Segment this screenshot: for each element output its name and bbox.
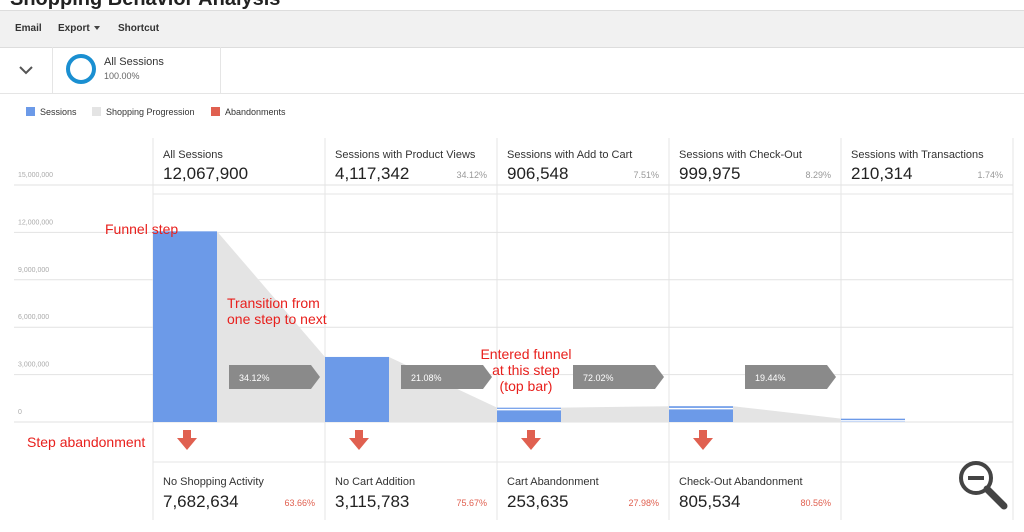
abandonment-label: Check-Out Abandonment bbox=[679, 476, 803, 488]
abandonment-arrow-icon bbox=[521, 430, 541, 450]
annotation-transition: Transition from one step to next bbox=[227, 295, 327, 327]
step-header-2: Sessions with Add to Cart 906,548 7.51% bbox=[497, 138, 669, 194]
transition-label: 19.44% bbox=[755, 373, 786, 383]
abandonment-percent: 63.66% bbox=[284, 498, 315, 508]
y-tick-label: 12,000,000 bbox=[18, 219, 53, 226]
title-strip: Shopping Behavior Analysis bbox=[0, 0, 1024, 10]
divider bbox=[220, 47, 221, 93]
step-value: 12,067,900 bbox=[163, 164, 249, 183]
segment-name[interactable]: All Sessions bbox=[104, 56, 164, 68]
step-label: Sessions with Product Views bbox=[335, 149, 476, 161]
abandonment-box-1[interactable]: No Cart Addition 3,115,783 75.67% bbox=[325, 462, 497, 520]
annotation-line: Entered funnel bbox=[480, 346, 572, 362]
abandonment-label: No Cart Addition bbox=[335, 476, 416, 488]
annotation-line: (top bar) bbox=[499, 378, 553, 394]
step-header-3: Sessions with Check-Out 999,975 8.29% bbox=[669, 138, 841, 194]
step-label: All Sessions bbox=[163, 149, 223, 161]
bar-sessions bbox=[669, 406, 733, 422]
legend-swatch bbox=[211, 107, 220, 116]
funnel-chart: 15,000,000 12,000,000 9,000,000 6,000,000 3,… bbox=[0, 130, 1024, 532]
transition-arrow bbox=[229, 365, 320, 389]
step-percent: 7.51% bbox=[633, 170, 659, 180]
abandonment-percent: 27.98% bbox=[628, 498, 659, 508]
segment-toggle-button[interactable] bbox=[10, 59, 42, 81]
step-percent: 1.74% bbox=[977, 170, 1003, 180]
bar-sessions bbox=[497, 407, 561, 422]
funnel-chart-svg: 15,000,000 12,000,000 9,000,000 6,000,000 3,… bbox=[14, 138, 1014, 520]
y-tick-label: 3,000,000 bbox=[18, 362, 49, 369]
abandonment-label: Cart Abandonment bbox=[507, 476, 599, 488]
transition-label: 72.02% bbox=[583, 373, 614, 383]
abandonment-box-0[interactable]: No Shopping Activity 7,682,634 63.66% bbox=[153, 462, 325, 520]
chevron-down-icon bbox=[93, 26, 100, 31]
legend-swatch bbox=[26, 107, 35, 116]
abandonment-percent: 75.67% bbox=[456, 498, 487, 508]
email-button[interactable]: Email bbox=[15, 23, 42, 34]
export-label: Export bbox=[58, 23, 90, 34]
y-tick-label: 6,000,000 bbox=[18, 314, 49, 321]
abandonment-arrow-icon bbox=[693, 430, 713, 450]
abandonment-label: No Shopping Activity bbox=[163, 476, 264, 488]
bar-sessions bbox=[153, 231, 217, 422]
zoom-out-icon bbox=[959, 461, 1008, 510]
abandonment-value: 7,682,634 bbox=[163, 492, 239, 511]
abandonment-value: 253,635 bbox=[507, 492, 569, 511]
legend-swatch bbox=[92, 107, 101, 116]
progression-area bbox=[733, 406, 841, 422]
abandonment-box-2[interactable]: Cart Abandonment 253,635 27.98% bbox=[497, 462, 669, 520]
y-tick-label: 15,000,000 bbox=[18, 172, 53, 179]
annotation-line: Transition from bbox=[227, 295, 320, 311]
legend-item-sessions: Sessions bbox=[26, 107, 77, 117]
step-value: 906,548 bbox=[507, 164, 569, 183]
abandonment-value: 3,115,783 bbox=[335, 492, 410, 511]
step-label: Sessions with Add to Cart bbox=[507, 149, 633, 161]
y-tick-label: 0 bbox=[18, 409, 22, 416]
abandonment-percent: 80.56% bbox=[800, 498, 831, 508]
chevron-down-icon bbox=[19, 66, 33, 75]
annotation-entered-funnel: Entered funnel at this step (top bar) bbox=[466, 346, 586, 394]
step-header-0: All Sessions 12,067,900 bbox=[153, 138, 325, 194]
shortcut-button[interactable]: Shortcut bbox=[118, 23, 160, 34]
transition-arrow bbox=[745, 365, 836, 389]
step-label: Sessions with Check-Out bbox=[679, 149, 802, 161]
segment-bar: All Sessions 100.00% bbox=[0, 47, 1024, 94]
step-percent: 8.29% bbox=[805, 170, 831, 180]
segment-circle-icon bbox=[66, 54, 96, 84]
transition-label: 34.12% bbox=[239, 373, 270, 383]
legend-label: Shopping Progression bbox=[106, 107, 195, 117]
page-title: Shopping Behavior Analysis bbox=[10, 0, 280, 10]
transition-label: 21.08% bbox=[411, 373, 442, 383]
step-header-1: Sessions with Product Views 4,117,342 34… bbox=[325, 138, 497, 194]
divider bbox=[52, 47, 53, 93]
step-header-4: Sessions with Transactions 210,314 1.74% bbox=[841, 138, 1013, 194]
legend-item-abandonments: Abandonments bbox=[211, 107, 286, 117]
annotation-funnel-step: Funnel step bbox=[105, 221, 179, 237]
legend-label: Abandonments bbox=[225, 107, 286, 117]
step-value: 4,117,342 bbox=[335, 164, 410, 183]
abandonment-value: 805,534 bbox=[679, 492, 741, 511]
bar-sessions bbox=[325, 356, 389, 422]
transition-arrow bbox=[573, 365, 664, 389]
step-percent: 34.12% bbox=[456, 170, 487, 180]
step-value: 210,314 bbox=[851, 164, 913, 183]
zoom-out-button[interactable] bbox=[952, 456, 1012, 516]
step-label: Sessions with Transactions bbox=[851, 149, 984, 161]
abandonment-arrow-icon bbox=[349, 430, 369, 450]
abandonment-box-3[interactable]: Check-Out Abandonment 805,534 80.56% bbox=[669, 462, 841, 520]
segment-percent: 100.00% bbox=[104, 71, 140, 81]
step-value: 999,975 bbox=[679, 164, 741, 183]
progression-area bbox=[561, 406, 669, 422]
export-button[interactable]: Export bbox=[58, 23, 100, 34]
legend-label: Sessions bbox=[40, 107, 77, 117]
legend-item-progression: Shopping Progression bbox=[92, 107, 195, 117]
annotation-line: at this step bbox=[492, 362, 560, 378]
report-toolbar: Email Export Shortcut bbox=[0, 10, 1024, 48]
annotation-step-abandonment: Step abandonment bbox=[27, 434, 146, 450]
abandonment-arrow-icon bbox=[177, 430, 197, 450]
y-tick-label: 9,000,000 bbox=[18, 267, 49, 274]
transition-arrow bbox=[401, 365, 492, 389]
annotation-line: one step to next bbox=[227, 311, 327, 327]
